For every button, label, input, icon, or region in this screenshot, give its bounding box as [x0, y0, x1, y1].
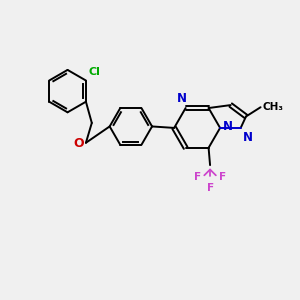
Text: O: O	[73, 137, 84, 151]
Text: F: F	[194, 172, 201, 182]
Text: Cl: Cl	[88, 67, 100, 77]
Text: CH₃: CH₃	[262, 102, 283, 112]
Text: N: N	[243, 131, 253, 144]
Text: N: N	[223, 120, 233, 133]
Text: N: N	[177, 92, 187, 105]
Text: F: F	[219, 172, 226, 182]
Text: F: F	[206, 183, 214, 193]
